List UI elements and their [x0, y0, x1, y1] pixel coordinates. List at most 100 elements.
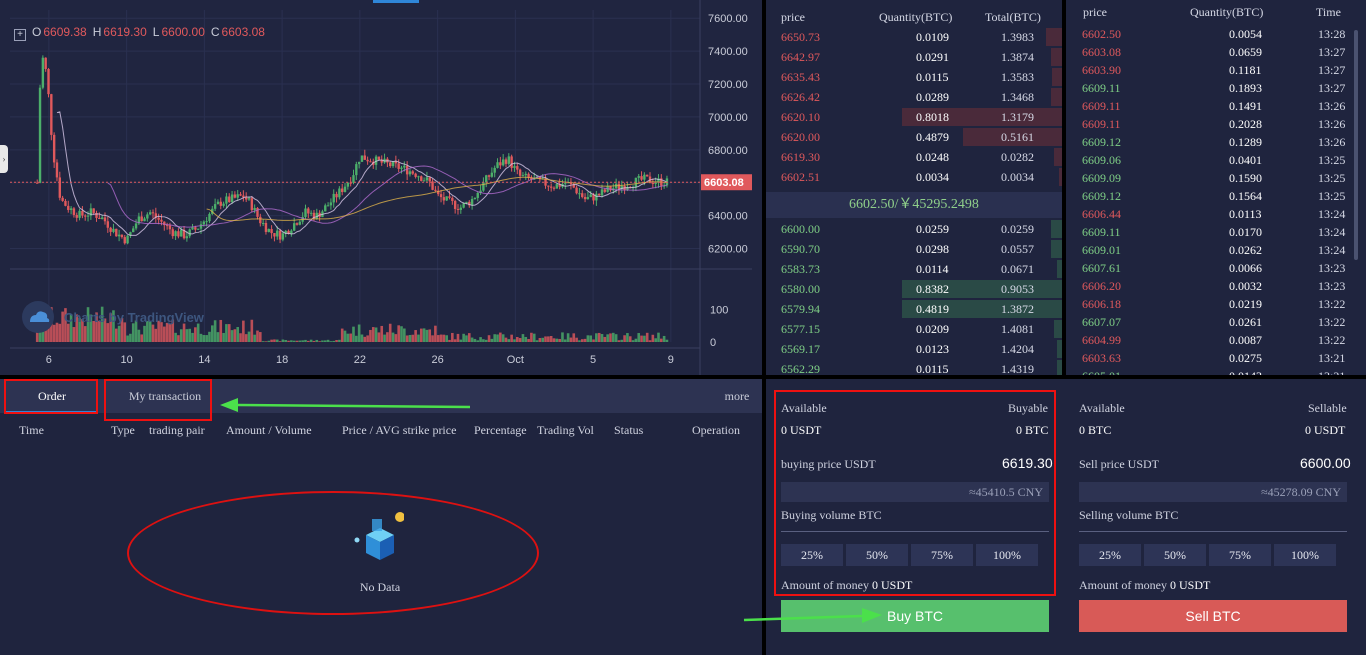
buy-button[interactable]: Buy BTC [781, 600, 1049, 632]
candle-body [405, 165, 409, 175]
candlestick-chart-svg[interactable]: 7600.00 7400.00 7200.00 7000.00 6800.00 6600.… [0, 0, 762, 375]
chart-sidebar-toggle-icon[interactable]: › [0, 145, 8, 173]
sell-price-input[interactable]: 6600.00 [1300, 455, 1351, 471]
volume-bar [355, 335, 358, 342]
volume-bar [106, 323, 110, 342]
volume-bar [626, 333, 629, 342]
candle-body [530, 177, 533, 180]
bid-total: 0.0557 [1001, 242, 1034, 256]
candle-body [278, 230, 282, 240]
trade-time: 13:22 [1318, 315, 1346, 329]
bid-row[interactable]: 6579.94 0.4819 1.3872 [766, 299, 1062, 319]
volume-bar [561, 332, 564, 342]
candle-body [157, 217, 160, 220]
volume-bar [363, 336, 367, 342]
buy-price-input[interactable]: 6619.30 [1002, 455, 1053, 471]
volume-bar [388, 323, 392, 342]
ask-row[interactable]: 6620.00 0.4879 0.5161 [766, 127, 1062, 147]
price-chart[interactable]: 7600.00 7400.00 7200.00 7000.00 6800.00 6600.… [0, 0, 762, 375]
sell-75-button[interactable]: 75% [1209, 544, 1271, 566]
volume-bar [343, 330, 347, 342]
volume-bar [436, 335, 440, 342]
bid-row[interactable]: 6577.15 0.0209 1.4081 [766, 319, 1062, 339]
col-amount-volume: Amount / Volume [226, 423, 312, 437]
col-status: Status [614, 423, 644, 437]
bid-row[interactable]: 6583.73 0.0114 0.0671 [766, 259, 1062, 279]
candle-body [304, 208, 307, 217]
ask-quantity: 0.0291 [916, 50, 949, 64]
candle-body [437, 190, 440, 195]
sell-25-button[interactable]: 25% [1079, 544, 1141, 566]
buy-75-button[interactable]: 75% [911, 544, 973, 566]
volume-bar [547, 336, 550, 342]
ask-row[interactable]: 6620.10 0.8018 1.3179 [766, 107, 1062, 127]
volume-bar [250, 319, 254, 342]
ask-row[interactable]: 6619.30 0.0248 0.0282 [766, 147, 1062, 167]
volume-bar [620, 339, 624, 342]
candle-body [126, 235, 129, 244]
trade-price: 6603.63 [1082, 351, 1121, 365]
ask-row[interactable]: 6626.42 0.0289 1.3468 [766, 87, 1062, 107]
trade-price: 6604.99 [1082, 333, 1121, 347]
volume-bar [284, 339, 288, 342]
ask-price: 6650.73 [781, 30, 820, 44]
buy-cny-estimate: ≈45410.5 CNY [781, 482, 1049, 502]
volume-bar [563, 339, 567, 342]
sell-button[interactable]: Sell BTC [1079, 600, 1347, 632]
volume-bar [210, 325, 214, 342]
tab-my-transaction[interactable]: My transaction [128, 389, 202, 403]
ask-price: 6635.43 [781, 70, 820, 84]
volume-bar [247, 331, 251, 342]
sell-100-button[interactable]: 100% [1274, 544, 1336, 566]
bid-row[interactable]: 6562.29 0.0115 1.4319 [766, 359, 1062, 375]
candle-body [256, 207, 259, 217]
sell-50-button[interactable]: 50% [1144, 544, 1206, 566]
buy-25-button[interactable]: 25% [781, 544, 843, 566]
buy-100-button[interactable]: 100% [976, 544, 1038, 566]
buy-volume-label[interactable]: Buying volume BTC [781, 508, 882, 522]
volume-bar [552, 338, 556, 342]
volume-bar [555, 338, 559, 342]
volume-bar [380, 325, 384, 342]
crosshair-icon[interactable]: + [14, 29, 26, 41]
sell-amount-label-text: Amount of money [1079, 578, 1167, 592]
trade-row: 6606.18 0.0219 13:22 [1066, 295, 1356, 313]
candle-body [411, 171, 414, 174]
ask-depth-bar [902, 108, 1062, 126]
trade-time: 13:24 [1318, 225, 1346, 239]
candle-body [298, 221, 302, 225]
ask-row[interactable]: 6635.43 0.0115 1.3583 [766, 67, 1062, 87]
volume-bar [281, 339, 285, 342]
volume-bar [216, 332, 220, 342]
candle-body [544, 178, 547, 186]
time-tick-label: 26 [431, 354, 443, 366]
buy-price-label: buying price USDT [781, 457, 876, 471]
sell-volume-label[interactable]: Selling volume BTC [1079, 508, 1179, 522]
volume-bar [645, 332, 649, 342]
bid-row[interactable]: 6600.00 0.0259 0.0259 [766, 219, 1062, 239]
more-link[interactable]: more [724, 389, 750, 403]
orderbook-header-price: price [781, 10, 805, 24]
candle-body [459, 207, 463, 210]
bid-row[interactable]: 6580.00 0.8382 0.9053 [766, 279, 1062, 299]
ask-row[interactable]: 6602.51 0.0034 0.0034 [766, 167, 1062, 187]
candle-body [428, 177, 431, 182]
buy-50-button[interactable]: 50% [846, 544, 908, 566]
ask-row[interactable]: 6642.97 0.0291 1.3874 [766, 47, 1062, 67]
candle-body [295, 223, 299, 225]
trades-scrollbar[interactable] [1354, 30, 1358, 260]
bid-row[interactable]: 6590.70 0.0298 0.0557 [766, 239, 1062, 259]
trade-price: 6609.12 [1082, 135, 1121, 149]
volume-bar [86, 307, 90, 342]
candle-body [597, 193, 601, 196]
time-tick-label: 9 [668, 354, 674, 366]
candle-body [581, 193, 584, 197]
ask-row[interactable]: 6650.73 0.0109 1.3983 [766, 27, 1062, 47]
candle-body [242, 195, 245, 198]
bid-row[interactable]: 6569.17 0.0123 1.4204 [766, 339, 1062, 359]
volume-bar [171, 319, 175, 342]
candle-body [589, 194, 592, 198]
candle-body [216, 201, 220, 205]
sell-cny-estimate: ≈45278.09 CNY [1079, 482, 1347, 502]
volume-bar [253, 334, 256, 342]
